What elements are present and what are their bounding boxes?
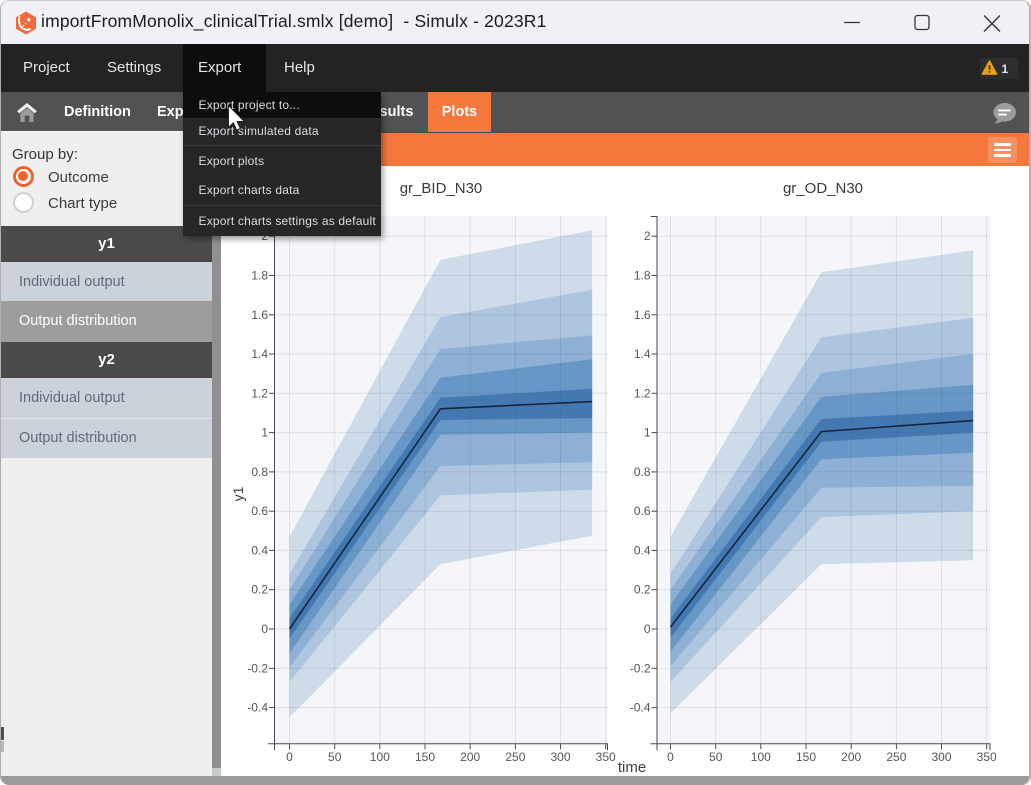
svg-text:1.2: 1.2	[251, 386, 268, 400]
svg-text:-0.4: -0.4	[630, 701, 651, 715]
svg-text:0.8: 0.8	[634, 465, 651, 479]
svg-text:0.6: 0.6	[251, 504, 268, 518]
svg-text:50: 50	[709, 750, 723, 764]
svg-text:-0.4: -0.4	[247, 701, 268, 715]
svg-text:300: 300	[931, 750, 951, 764]
svg-text:2: 2	[261, 229, 268, 243]
svg-text:0: 0	[644, 622, 651, 636]
svg-text:0.4: 0.4	[251, 543, 268, 557]
svg-text:1.6: 1.6	[634, 308, 651, 322]
svg-text:1.4: 1.4	[634, 347, 651, 361]
svg-text:2: 2	[644, 229, 651, 243]
svg-text:1: 1	[261, 426, 268, 440]
svg-text:0.2: 0.2	[251, 583, 268, 597]
svg-text:-0.2: -0.2	[630, 661, 651, 675]
svg-text:250: 250	[505, 750, 525, 764]
svg-text:1.8: 1.8	[634, 269, 651, 283]
svg-text:200: 200	[460, 750, 480, 764]
svg-text:1: 1	[1002, 62, 1009, 76]
svg-text:100: 100	[370, 750, 390, 764]
svg-text:0.8: 0.8	[251, 465, 268, 479]
svg-text:0: 0	[667, 750, 674, 764]
svg-text:gr_OD_N30: gr_OD_N30	[783, 180, 863, 197]
svg-text:50: 50	[328, 750, 342, 764]
svg-text:250: 250	[886, 750, 906, 764]
svg-text:y1: y1	[230, 486, 246, 501]
svg-text:time: time	[618, 759, 646, 776]
svg-text:1.4: 1.4	[251, 347, 268, 361]
svg-text:300: 300	[550, 750, 570, 764]
svg-text:0: 0	[286, 750, 293, 764]
svg-text:150: 150	[415, 750, 435, 764]
svg-text:0.4: 0.4	[634, 543, 651, 557]
svg-text:150: 150	[796, 750, 816, 764]
svg-text:1: 1	[644, 426, 651, 440]
svg-text:-0.2: -0.2	[247, 661, 268, 675]
svg-text:0.2: 0.2	[634, 583, 651, 597]
svg-text:0: 0	[261, 622, 268, 636]
svg-text:100: 100	[751, 750, 771, 764]
svg-text:0.6: 0.6	[634, 504, 651, 518]
svg-text:1.8: 1.8	[251, 269, 268, 283]
svg-text:350: 350	[596, 750, 616, 764]
svg-text:200: 200	[841, 750, 861, 764]
svg-text:1.6: 1.6	[251, 308, 268, 322]
svg-text:gr_BID_N30: gr_BID_N30	[400, 180, 483, 197]
svg-text:350: 350	[977, 750, 997, 764]
svg-text:1.2: 1.2	[634, 386, 651, 400]
